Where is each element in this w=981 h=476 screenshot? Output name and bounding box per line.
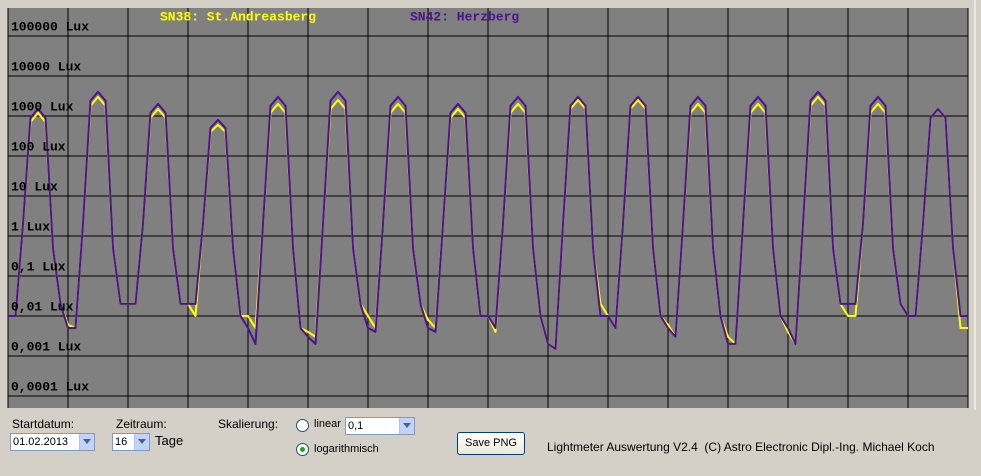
- y-tick-label: 10 Lux: [11, 179, 58, 194]
- legend-entry: SN38: St.Andreasberg: [160, 9, 316, 24]
- y-tick-label: 0,1 Lux: [11, 259, 66, 274]
- linear-factor: 0,1: [348, 420, 364, 432]
- y-tick-label: 0,001 Lux: [11, 339, 81, 354]
- period-label: Zeitraum:: [116, 417, 167, 431]
- start-date: 01.02.2013: [13, 436, 69, 448]
- footer-text: Lightmeter Auswertung V2.4 (C) Astro Ele…: [547, 440, 935, 454]
- legend-entry: SN42: Herzberg: [410, 9, 519, 24]
- y-tick-label: 100 Lux: [11, 139, 66, 154]
- series-lines: [8, 90, 968, 350]
- log-label: logarithmisch: [314, 443, 379, 455]
- y-tick-label: 100000 Lux: [11, 19, 89, 34]
- period-unit: Tage: [155, 433, 184, 448]
- y-tick-label: 0,01 Lux: [11, 299, 74, 314]
- y-tick-label: 10000 Lux: [11, 59, 81, 74]
- start-date-select[interactable]: 01.02.2013: [10, 433, 95, 451]
- save-png-button[interactable]: Save PNG: [457, 432, 525, 455]
- start-label: Startdatum:: [12, 417, 75, 431]
- linear-factor-select[interactable]: 0,1: [345, 417, 415, 435]
- spin-button[interactable]: [134, 434, 149, 450]
- log-radio[interactable]: [296, 443, 309, 456]
- series-line: [8, 90, 968, 350]
- dropdown-button[interactable]: [399, 418, 414, 434]
- chart: 100000 Lux 10000 Lux 1000 Lux 100 Lux 10 Lux…: [7, 0, 976, 410]
- y-tick-label: 0,0001 Lux: [11, 379, 89, 394]
- linear-label: linear: [314, 418, 341, 430]
- y-tick-label: 1 Lux: [11, 219, 50, 234]
- linear-radio[interactable]: [296, 419, 309, 432]
- scale-label: Skalierung:: [218, 417, 279, 431]
- labels: 100000 Lux 10000 Lux 1000 Lux 100 Lux 10 Lux…: [11, 9, 519, 394]
- y-tick-label: 1000 Lux: [11, 99, 74, 114]
- dropdown-button[interactable]: [79, 434, 94, 450]
- period-spin[interactable]: 16: [112, 433, 150, 451]
- period-value: 16: [115, 436, 128, 448]
